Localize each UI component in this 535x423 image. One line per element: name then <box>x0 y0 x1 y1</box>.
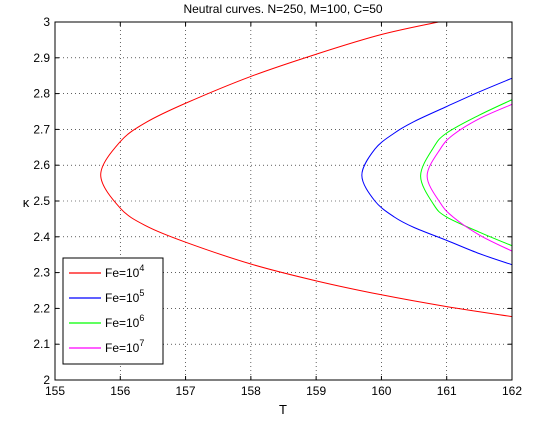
chart-title: Neutral curves. N=250, M=100, C=50 <box>183 2 382 16</box>
y-tick-label: 2.1 <box>33 337 50 351</box>
x-tick-label: 161 <box>437 384 457 398</box>
x-tick-label: 156 <box>110 384 130 398</box>
ticks <box>54 21 513 381</box>
series-line-2 <box>361 77 512 266</box>
y-tick-label: 2.4 <box>33 230 50 244</box>
x-tick-label: 158 <box>241 384 261 398</box>
x-tick-label: 160 <box>371 384 391 398</box>
legend-label-2: Fe=105 <box>105 288 144 305</box>
x-tick-label: 155 <box>45 384 65 398</box>
legend-label-base: Fe=10 <box>105 316 140 330</box>
legend-label-exponent: 4 <box>139 263 144 273</box>
y-tick-label: 2.6 <box>33 158 50 172</box>
series-line-1 <box>100 22 512 318</box>
legend-label-1: Fe=104 <box>105 263 144 280</box>
y-tick-label: 2.8 <box>33 87 50 101</box>
legend-label-4: Fe=107 <box>105 338 144 355</box>
series-line-3 <box>420 99 512 247</box>
y-tick-label: 2.3 <box>33 266 50 280</box>
series-line-4 <box>426 103 512 252</box>
legend-label-base: Fe=10 <box>105 341 140 355</box>
legend-label-base: Fe=10 <box>105 266 140 280</box>
y-tick-label: 2 <box>43 373 50 387</box>
y-tick-label: 2.7 <box>33 122 50 136</box>
x-tick-label: 157 <box>176 384 196 398</box>
legend-label-3: Fe=106 <box>105 313 144 330</box>
tick-labels: 155 156 157 158 159 160 161 162 2 2.1 2.2 2.3 2.4 2.5… <box>33 15 522 398</box>
legend-label-exponent: 6 <box>139 313 144 323</box>
legend-label-base: Fe=10 <box>105 291 140 305</box>
legend-label-exponent: 5 <box>139 288 144 298</box>
y-tick-label: 2.9 <box>33 51 50 65</box>
legend-label-exponent: 7 <box>139 338 144 348</box>
y-axis-label: κ <box>23 195 30 210</box>
y-tick-label: 2.5 <box>33 194 50 208</box>
x-axis-label: T <box>279 402 287 417</box>
x-tick-label: 162 <box>502 384 522 398</box>
y-tick-label: 3 <box>43 15 50 29</box>
x-tick-label: 159 <box>306 384 326 398</box>
plot-curves <box>100 22 512 318</box>
legend-box <box>62 257 164 365</box>
y-tick-label: 2.2 <box>33 301 50 315</box>
